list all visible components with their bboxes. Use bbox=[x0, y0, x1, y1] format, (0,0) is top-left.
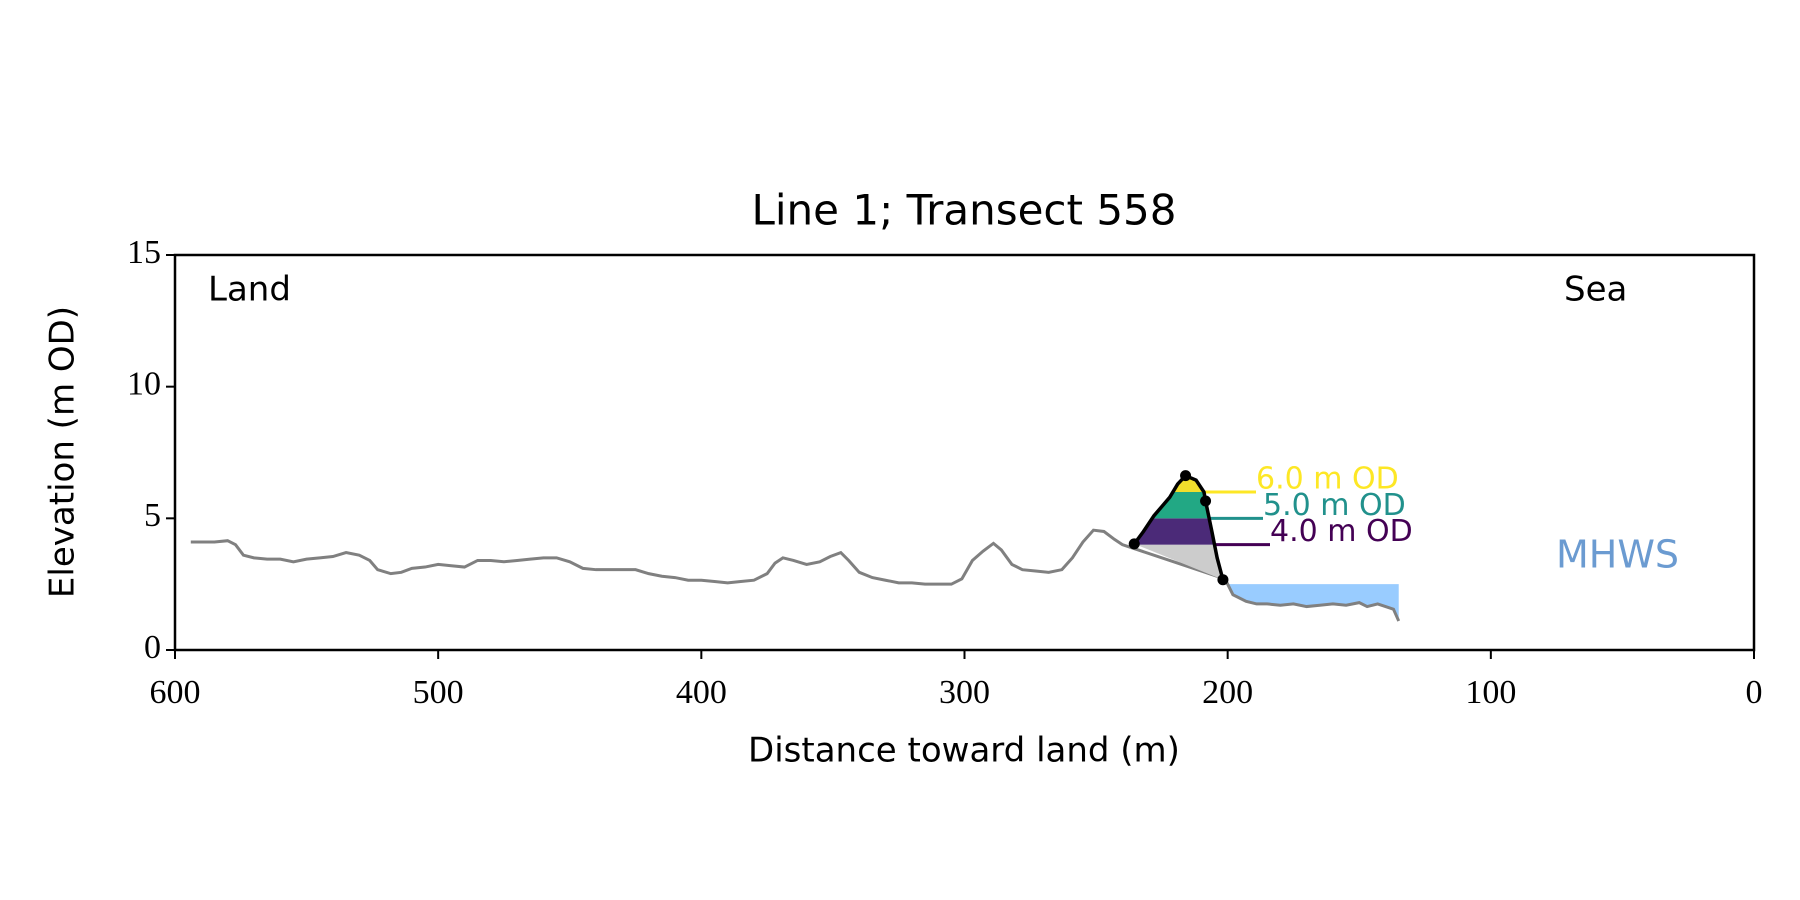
level-band bbox=[1134, 475, 1223, 492]
dune-base-fill bbox=[1134, 544, 1223, 580]
chart-title: Line 1; Transect 558 bbox=[751, 186, 1176, 235]
dune-fills bbox=[1134, 475, 1223, 580]
x-tick-label: 300 bbox=[939, 674, 990, 711]
y-tick-label: 10 bbox=[127, 365, 161, 402]
x-tick-label: 500 bbox=[413, 674, 464, 711]
y-tick-label: 0 bbox=[144, 629, 161, 666]
x-tick-label: 100 bbox=[1465, 674, 1516, 711]
axes-frame bbox=[173, 253, 1756, 652]
dune-point bbox=[1200, 495, 1212, 507]
y-tick-label: 15 bbox=[127, 234, 161, 271]
x-tick-label: 200 bbox=[1202, 674, 1253, 711]
annotation: Land bbox=[208, 270, 291, 310]
x-tick-label: 600 bbox=[150, 674, 201, 711]
x-axis-label: Distance toward land (m) bbox=[748, 731, 1180, 771]
level-label: 6.0 m OD bbox=[1256, 462, 1399, 497]
mhws-label: MHWS bbox=[1556, 533, 1679, 577]
x-tick-label: 0 bbox=[1746, 674, 1763, 711]
mhws-fill bbox=[1227, 584, 1399, 622]
y-tick-label: 5 bbox=[144, 497, 161, 534]
level-label: 4.0 m OD bbox=[1270, 514, 1413, 549]
dune-point bbox=[1217, 574, 1229, 586]
annotation: Sea bbox=[1564, 270, 1627, 310]
dune-point bbox=[1128, 538, 1140, 550]
profile-line bbox=[190, 528, 1401, 622]
level-band bbox=[1134, 518, 1223, 545]
level-label: 5.0 m OD bbox=[1263, 488, 1406, 523]
y-axis-label: Elevation (m OD) bbox=[43, 306, 83, 598]
level-band bbox=[1134, 492, 1223, 519]
dune-point bbox=[1180, 470, 1192, 482]
plot-area bbox=[190, 470, 1401, 622]
x-tick-label: 400 bbox=[676, 674, 727, 711]
